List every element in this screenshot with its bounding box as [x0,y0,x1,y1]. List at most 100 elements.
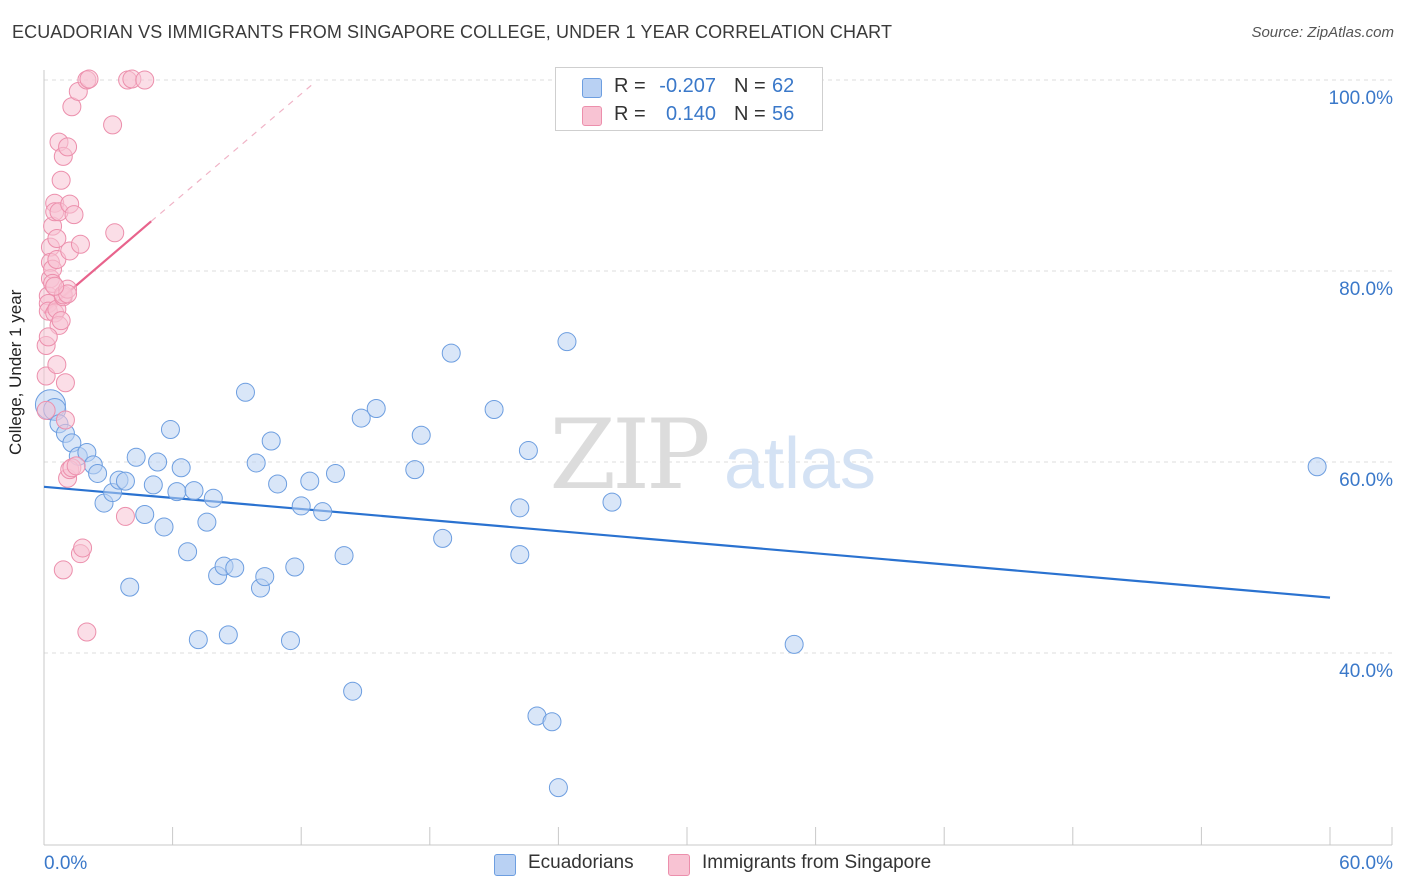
data-point-blue [542,712,562,732]
data-point-blue [405,460,425,480]
data-point-blue [203,488,223,508]
trend-line-blue [43,485,1331,599]
data-point-blue [343,681,363,701]
y-tick-label: 100.0% [1329,88,1394,109]
data-point-blue [143,475,163,495]
data-point-blue [188,630,208,650]
data-point-pink [79,69,99,89]
data-point-blue [784,634,804,654]
source-label: Source: ZipAtlas.com [1251,24,1394,41]
tick-labels: 40.0% 60.0% 80.0% 100.0% 0.0% 60.0% [44,88,1393,874]
y-tick-label: 60.0% [1339,470,1393,491]
data-point-blue [325,463,345,483]
data-point-blue [285,557,305,577]
data-point-pink [58,137,78,157]
n-value: 62 [772,75,795,97]
data-point-blue [184,481,204,501]
data-point-blue [154,517,174,537]
pink-swatch-icon [582,106,602,126]
data-point-blue [225,558,245,578]
data-point-pink [45,276,65,296]
data-point-blue [291,496,311,516]
watermark: ZIP atlas [549,399,876,511]
blue-swatch-icon [494,854,516,876]
data-point-blue [246,453,266,473]
data-point-pink [115,506,135,526]
stats-legend: R = -0.207 N = 62 R = 0.140 N = 56 [555,67,823,131]
data-point-pink [73,538,93,558]
data-point-pink [51,311,71,331]
data-point-pink [135,70,155,90]
y-tick-label: 40.0% [1339,661,1393,682]
series-legend: Ecuadorians Immigrants from Singapore [0,852,1406,878]
data-point-blue [218,625,238,645]
data-point-pink [66,456,86,476]
chart-title: ECUADORIAN VS IMMIGRANTS FROM SINGAPORE … [12,22,893,42]
data-point-blue [167,482,187,502]
data-point-blue [510,498,530,518]
data-point-blue [518,441,538,461]
data-point-blue [255,567,275,587]
pink-swatch-icon [668,854,690,876]
grid-lines [44,79,1392,654]
axes [43,70,1393,846]
data-point-blue [366,399,386,419]
n-label: N = [734,75,766,97]
data-point-blue [88,463,108,483]
data-points [34,69,1327,798]
blue-swatch-icon [582,78,602,98]
legend-label: Ecuadorians [528,852,634,873]
watermark-atlas: atlas [724,424,876,504]
watermark-zip: ZIP [549,399,708,511]
data-point-blue [235,382,255,402]
data-point-pink [36,400,56,420]
data-point-blue [197,512,217,532]
data-point-blue [120,577,140,597]
r-label: R = [614,75,646,97]
trend-lines [43,84,1331,599]
data-point-pink [55,410,75,430]
data-point-blue [510,545,530,565]
data-point-blue [178,542,198,562]
data-point-pink [51,170,71,190]
data-point-blue [300,471,320,491]
data-point-blue [135,505,155,525]
data-point-pink [64,205,84,225]
data-point-blue [334,546,354,566]
data-point-blue [148,452,168,472]
data-point-blue [171,458,191,478]
data-point-blue [602,492,622,512]
data-point-pink [47,355,67,375]
data-point-blue [261,431,281,451]
data-point-pink [105,223,125,243]
data-point-blue [115,471,135,491]
data-point-blue [313,502,333,522]
data-point-pink [103,115,123,135]
stats-row-singapore: R = 0.140 N = 56 [556,101,822,129]
data-point-pink [38,327,58,347]
r-value: -0.207 [659,75,716,97]
data-point-blue [160,420,180,440]
data-point-pink [77,622,97,642]
data-point-blue [1307,457,1327,477]
data-point-blue [268,474,288,494]
data-point-blue [557,332,577,352]
data-point-blue [484,399,504,419]
data-point-blue [280,631,300,651]
stats-row-ecuadorians: R = -0.207 N = 62 [556,73,822,101]
data-point-pink [53,560,73,580]
trend-line-extension [150,84,313,222]
data-point-blue [433,528,453,548]
x-tick-label: 0.0% [44,853,87,874]
r-value: 0.140 [665,103,716,125]
legend-label: Immigrants from Singapore [702,852,932,873]
n-label: N = [734,103,766,125]
y-tick-label: 80.0% [1339,279,1393,300]
data-point-blue [548,778,568,798]
r-label: R = [614,103,646,125]
data-point-blue [411,425,431,445]
data-point-pink [70,234,90,254]
n-value: 56 [772,103,795,125]
data-point-blue [351,408,371,428]
